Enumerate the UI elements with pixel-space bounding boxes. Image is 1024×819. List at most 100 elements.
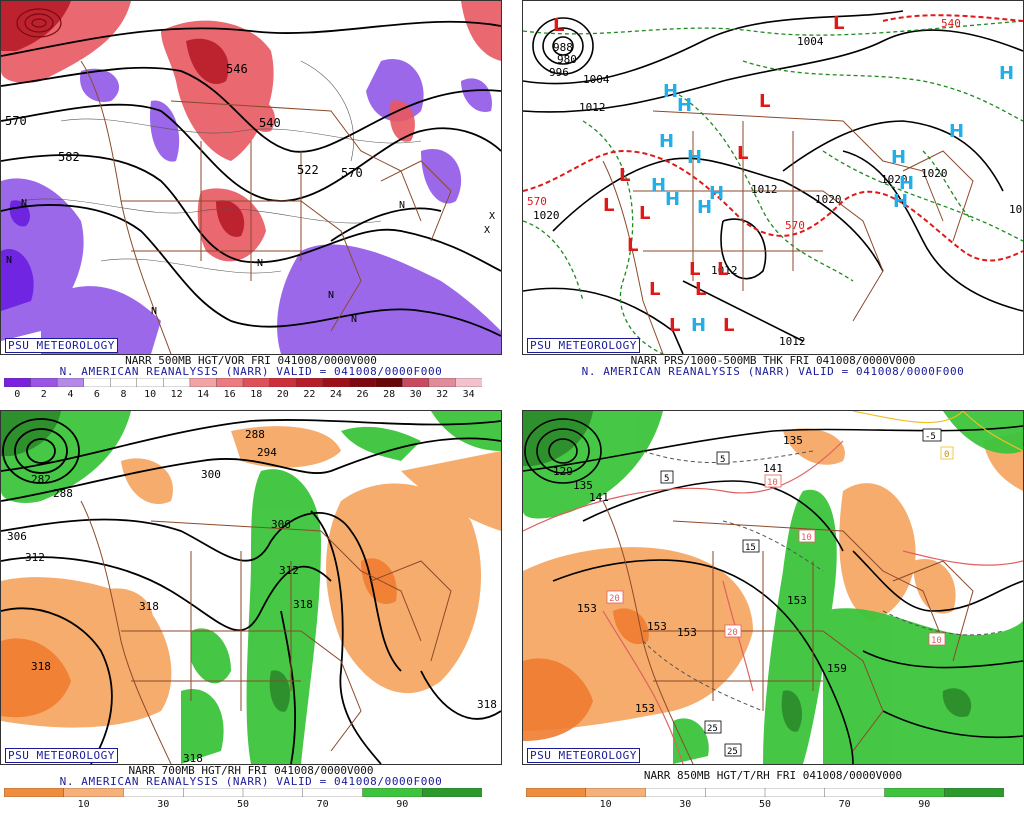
vort-min-label: N	[257, 258, 263, 269]
colorbar-swatch	[302, 788, 364, 797]
low-pressure-icon: L	[639, 203, 650, 224]
colorbar-swatch	[123, 788, 184, 797]
colorbar-tick-label: 14	[197, 389, 210, 400]
svg-text:20: 20	[727, 628, 738, 638]
height-label: 153	[577, 602, 597, 615]
colorbar-tick-label: 2	[40, 389, 47, 400]
high-pressure-icon: H	[677, 95, 692, 116]
svg-text:5: 5	[664, 474, 669, 484]
svg-text:10: 10	[801, 533, 812, 543]
colorbar-swatch	[824, 788, 886, 797]
height-label: 540	[259, 116, 281, 130]
height-label: 129	[553, 465, 573, 478]
vort-min-label: N	[351, 314, 357, 325]
colorbar-swatch	[455, 378, 482, 387]
colorbar-tick-label: 4	[67, 389, 74, 400]
high-pressure-icon: H	[899, 173, 914, 194]
vorticity-colorbar	[4, 378, 482, 387]
map-850mb: 135 141 153 153 153 153 153 159 129 135 …	[522, 410, 1024, 765]
panel-subcaption: N. AMERICAN REANALYSIS (NARR) VALID = 04…	[59, 775, 443, 788]
height-label: 318	[139, 600, 159, 613]
high-pressure-icon: H	[999, 63, 1014, 84]
colorbar-swatch	[764, 788, 826, 797]
low-pressure-icon: L	[553, 15, 564, 36]
low-pressure-icon: L	[833, 13, 844, 34]
temperature-label: 25	[724, 743, 742, 757]
colorbar-swatch	[30, 378, 58, 387]
temperature-label: 10	[928, 632, 946, 646]
low-pressure-icon: L	[649, 279, 660, 300]
colorbar-swatch	[362, 788, 423, 797]
colorbar-tick-label: 50	[236, 799, 250, 810]
colorbar-tick-label: 12	[170, 389, 183, 400]
isobar-label: 1020	[921, 167, 948, 180]
colorbar-swatch	[136, 378, 165, 387]
colorbar-tick-label: 10	[599, 799, 612, 810]
colorbar-swatch	[585, 788, 647, 797]
vort-min-label: N	[151, 306, 157, 317]
height-label: 306	[271, 518, 291, 531]
low-pressure-icon: L	[759, 91, 770, 112]
colorbar-swatch	[4, 788, 65, 797]
colorbar-tick-label: 50	[758, 799, 772, 810]
height-label: 318	[31, 660, 51, 673]
isobar-label: 1020	[533, 209, 560, 222]
low-pressure-icon: L	[717, 259, 728, 280]
rh-colorbar	[526, 788, 1004, 797]
height-label: 306	[7, 530, 27, 543]
svg-text:10: 10	[931, 636, 942, 646]
high-pressure-icon: H	[665, 189, 680, 210]
colorbar-tick-label: 30	[157, 799, 170, 810]
colorbar-swatch	[183, 788, 244, 797]
map-500mb-vorticity: 570 582 540 522 546 570 N N N N N N N X …	[0, 0, 502, 355]
low-pressure-icon: L	[695, 279, 706, 300]
height-label: 141	[589, 491, 609, 504]
temperature-label: 0	[940, 446, 954, 460]
height-label: 282	[31, 473, 51, 486]
temperature-label: -5	[922, 428, 942, 442]
colorbar-tick-label: 90	[396, 799, 409, 810]
panel-caption: NARR 850MB HGT/T/RH FRI 041008/0000V000	[643, 769, 903, 782]
temperature-label: 5	[716, 451, 730, 465]
colorbar-tick-label: 18	[250, 389, 263, 400]
height-label: 288	[245, 428, 265, 441]
thickness-label: 540	[941, 17, 961, 30]
thickness-label: 570	[785, 219, 805, 232]
colorbar-swatch	[375, 378, 404, 387]
rh-colorbar-ticks: 10 30 50 70 90	[526, 799, 1004, 811]
colorbar-swatch	[322, 378, 350, 387]
colorbar-swatch	[56, 378, 85, 387]
colorbar-tick-label: 10	[77, 799, 90, 810]
psu-meteorology-badge: PSU METEOROLOGY	[527, 338, 640, 353]
vort-min-label: N	[6, 255, 12, 266]
temperature-label: 5	[660, 470, 674, 484]
colorbar-tick-label: 34	[462, 389, 475, 400]
map-700mb-rh: 288 294 300 306 312 306 312 318 318 318 …	[0, 410, 502, 765]
svg-text:15: 15	[745, 543, 756, 553]
isobar-label: 980	[557, 53, 577, 66]
low-pressure-icon: L	[669, 315, 680, 336]
high-pressure-icon: H	[651, 175, 666, 196]
colorbar-tick-label: 22	[303, 389, 316, 400]
vort-max-label: X	[484, 225, 490, 236]
height-label: 522	[297, 163, 319, 177]
svg-text:5: 5	[720, 455, 725, 465]
vort-min-label: N	[21, 198, 27, 209]
svg-text:0: 0	[944, 450, 949, 460]
temperature-label: 15	[742, 539, 760, 553]
colorbar-swatch	[884, 788, 945, 797]
high-pressure-icon: H	[709, 183, 724, 204]
low-pressure-icon: L	[723, 315, 734, 336]
low-pressure-icon: L	[603, 195, 614, 216]
rh-850mb-field: 135 141 153 153 153 153 153 159 129 135 …	[523, 411, 1023, 764]
height-label: 135	[783, 434, 803, 447]
isobar-label: 1012	[779, 335, 806, 348]
colorbar-tick-label: 8	[120, 389, 127, 400]
isobar-label: 1004	[583, 73, 610, 86]
rh-colorbar-ticks: 10 30 50 70 90	[4, 799, 482, 811]
height-label: 288	[53, 487, 73, 500]
high-pressure-icon: H	[949, 121, 964, 142]
colorbar-tick-label: 28	[383, 389, 396, 400]
height-label: 318	[183, 752, 203, 764]
vorticity-field: 570 582 540 522 546 570 N N N N N N N X …	[1, 1, 501, 354]
